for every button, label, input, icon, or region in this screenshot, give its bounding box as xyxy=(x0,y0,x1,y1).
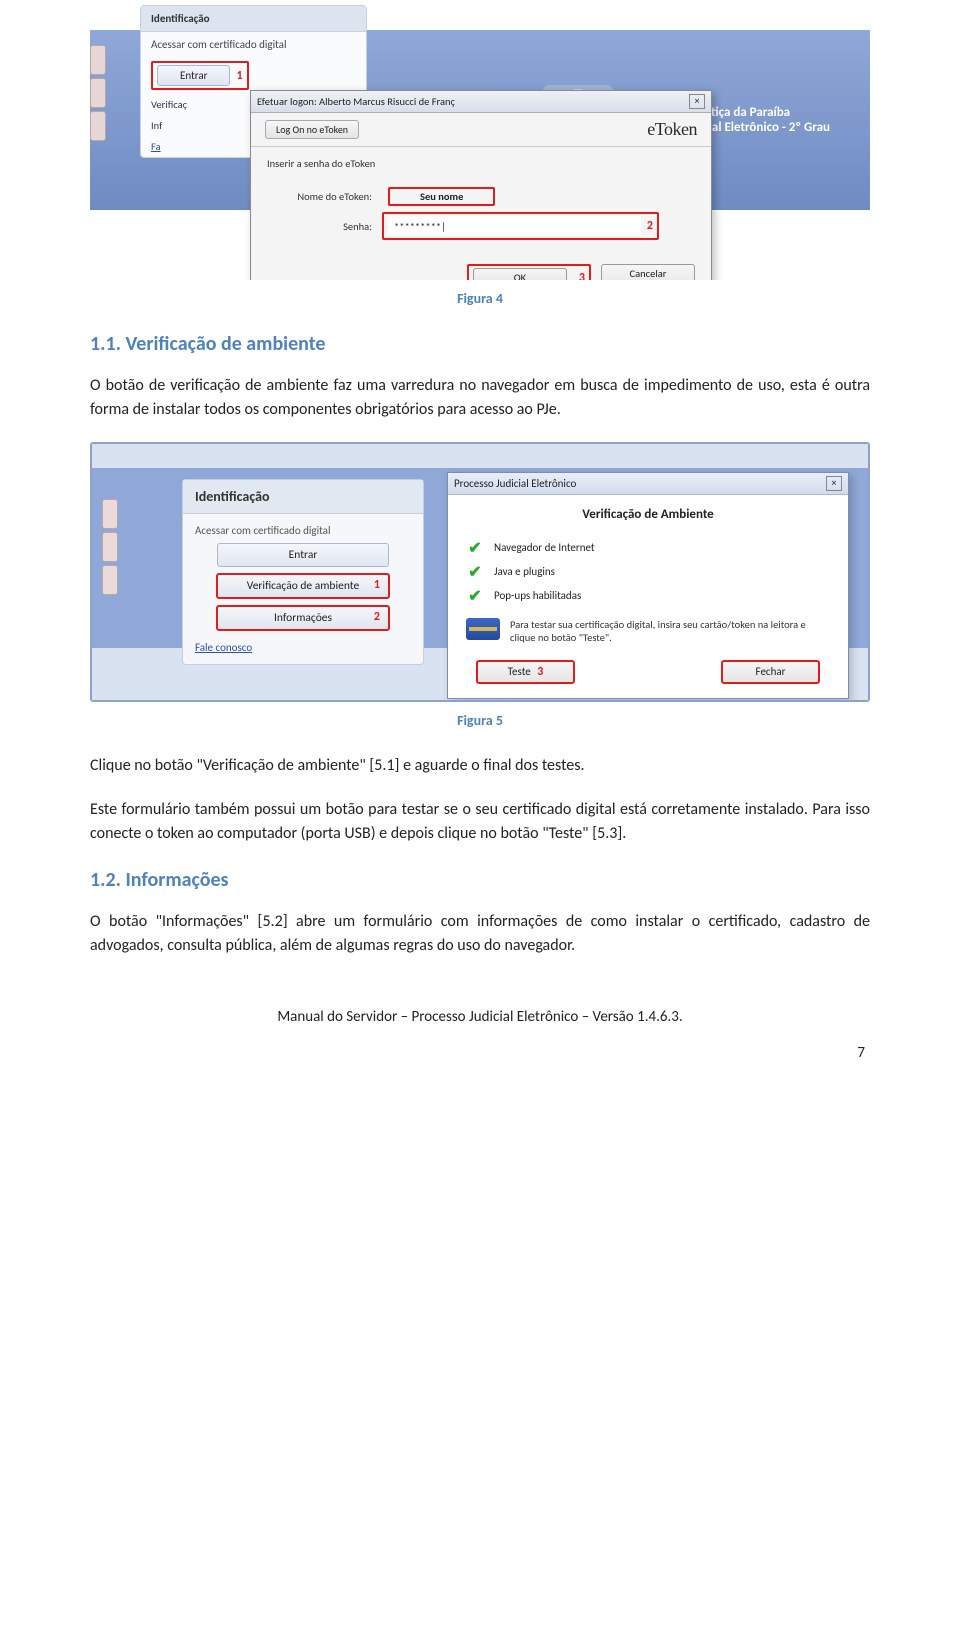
callout-2: 2 xyxy=(374,610,380,624)
ok-highlight: OK 3 xyxy=(467,264,591,280)
dialog-title: Processo Judicial Eletrônico xyxy=(454,477,576,490)
figure-5-caption: Figura 5 xyxy=(0,712,960,729)
panel-subtitle: Acessar com certificado digital xyxy=(183,514,423,543)
section-1-1-paragraph: O botão de verificação de ambiente faz u… xyxy=(90,374,870,422)
teste-label: Teste xyxy=(508,665,531,678)
close-icon[interactable]: × xyxy=(689,94,705,109)
dialog-heading: Verificação de Ambiente xyxy=(448,495,848,532)
teste-button[interactable]: Teste 3 xyxy=(476,660,575,684)
figure-5-inner: Identificação Acessar com certificado di… xyxy=(92,444,868,700)
check-icon: ✔ xyxy=(466,562,484,580)
paragraph-click-verificacao: Clique no botão "Verificação de ambiente… xyxy=(90,754,870,778)
side-tab xyxy=(102,532,118,562)
check-icon: ✔ xyxy=(466,538,484,556)
password-row: Senha: *********| 2 xyxy=(267,212,695,240)
password-input[interactable]: *********| xyxy=(388,216,641,236)
test-note-text: Para testar sua certificação digital, in… xyxy=(510,618,830,644)
card-icon xyxy=(466,618,500,640)
logon-button[interactable]: Log On no eToken xyxy=(265,120,359,139)
etoken-logon-dialog: Efetuar logon: Alberto Marcus Risucci de… xyxy=(250,90,712,280)
identificacao-panel: Identificação Acessar com certificado di… xyxy=(182,479,424,665)
check-row: ✔ Pop-ups habilitadas xyxy=(466,586,830,604)
name-row: Nome do eToken: Seu nome xyxy=(267,186,695,206)
callout-3: 3 xyxy=(537,665,543,679)
callout-2: 2 xyxy=(647,219,653,233)
entrar-highlight: Entrar 1 xyxy=(151,61,249,90)
logon-form: Nome do eToken: Seu nome Senha: ********… xyxy=(251,174,711,250)
entrar-button[interactable]: Entrar xyxy=(157,65,230,86)
side-tab xyxy=(102,565,118,595)
side-tabs xyxy=(90,45,106,141)
page-footer: Manual do Servidor – Processo Judicial E… xyxy=(0,1008,960,1026)
check-label: Java e plugins xyxy=(494,565,555,578)
figure-5-screenshot: Identificação Acessar com certificado di… xyxy=(90,442,870,702)
document-page: Tribunal de Justiça da Paraíba Processo … xyxy=(0,0,960,1102)
etoken-logo: eToken xyxy=(647,119,697,140)
figure-4-screenshot: Tribunal de Justiça da Paraíba Processo … xyxy=(90,0,870,280)
informacoes-label: Informações xyxy=(274,611,332,625)
section-1-2-heading: 1.2. Informações xyxy=(90,868,870,892)
name-value: Seu nome xyxy=(382,186,654,206)
fale-conosco-link[interactable]: Fale conosco xyxy=(183,637,423,664)
figure-4-caption: Figura 4 xyxy=(0,290,960,307)
dialog-title: Efetuar logon: Alberto Marcus Risucci de… xyxy=(257,95,455,108)
verificacao-button[interactable]: Verificação de ambiente 1 xyxy=(216,573,390,599)
password-highlight: *********| 2 xyxy=(382,212,659,240)
dialog-titlebar: Efetuar logon: Alberto Marcus Risucci de… xyxy=(251,91,711,113)
verificacao-label: Verificação de ambiente xyxy=(247,579,359,593)
paragraph-test-certificate: Este formulário também possui um botão p… xyxy=(90,798,870,846)
dialog-instruction: Inserir a senha do eToken xyxy=(251,147,711,174)
test-note: Para testar sua certificação digital, in… xyxy=(448,610,848,648)
check-label: Pop-ups habilitadas xyxy=(494,589,581,602)
check-icon: ✔ xyxy=(466,586,484,604)
dialog-titlebar: Processo Judicial Eletrônico × xyxy=(448,473,848,495)
side-tab xyxy=(90,78,106,108)
check-label: Navegador de Internet xyxy=(494,541,595,554)
ok-button[interactable]: OK xyxy=(473,268,567,280)
panel-title: Identificação xyxy=(183,480,423,514)
close-icon[interactable]: × xyxy=(826,476,842,491)
side-tab xyxy=(90,111,106,141)
side-tab xyxy=(102,499,118,529)
panel-subtitle: Acessar com certificado digital xyxy=(141,32,366,57)
name-label: Nome do eToken: xyxy=(267,190,382,203)
callout-1: 1 xyxy=(374,578,380,592)
password-label: Senha: xyxy=(267,220,382,233)
page-number: 7 xyxy=(0,1044,865,1062)
dialog-buttons: Teste 3 Fechar xyxy=(448,648,848,698)
entrar-button[interactable]: Entrar xyxy=(217,543,389,567)
side-tabs xyxy=(102,499,118,595)
verificacao-ambiente-dialog: Processo Judicial Eletrônico × Verificaç… xyxy=(447,472,849,699)
cancel-button[interactable]: Cancelar xyxy=(601,264,695,280)
callout-3: 3 xyxy=(579,271,585,281)
callout-1: 1 xyxy=(236,69,242,83)
fechar-label: Fechar xyxy=(756,665,786,678)
fechar-button[interactable]: Fechar xyxy=(721,660,820,684)
dialog-brand-row: Log On no eToken eToken xyxy=(251,113,711,147)
check-row: ✔ Java e plugins xyxy=(466,562,830,580)
name-highlight: Seu nome xyxy=(388,187,495,206)
informacoes-button[interactable]: Informações 2 xyxy=(216,605,390,631)
check-row: ✔ Navegador de Internet xyxy=(466,538,830,556)
section-1-1-heading: 1.1. Verificação de ambiente xyxy=(90,332,870,356)
entrar-row: Entrar 1 xyxy=(141,57,366,94)
name-text: Seu nome xyxy=(420,190,463,203)
panel-title: Identificação xyxy=(141,6,366,32)
dialog-buttons: OK 3 Cancelar xyxy=(251,250,711,280)
check-list: ✔ Navegador de Internet ✔ Java e plugins… xyxy=(448,538,848,604)
side-tab xyxy=(90,45,106,75)
section-1-2-paragraph: O botão "Informações" [5.2] abre um form… xyxy=(90,910,870,958)
